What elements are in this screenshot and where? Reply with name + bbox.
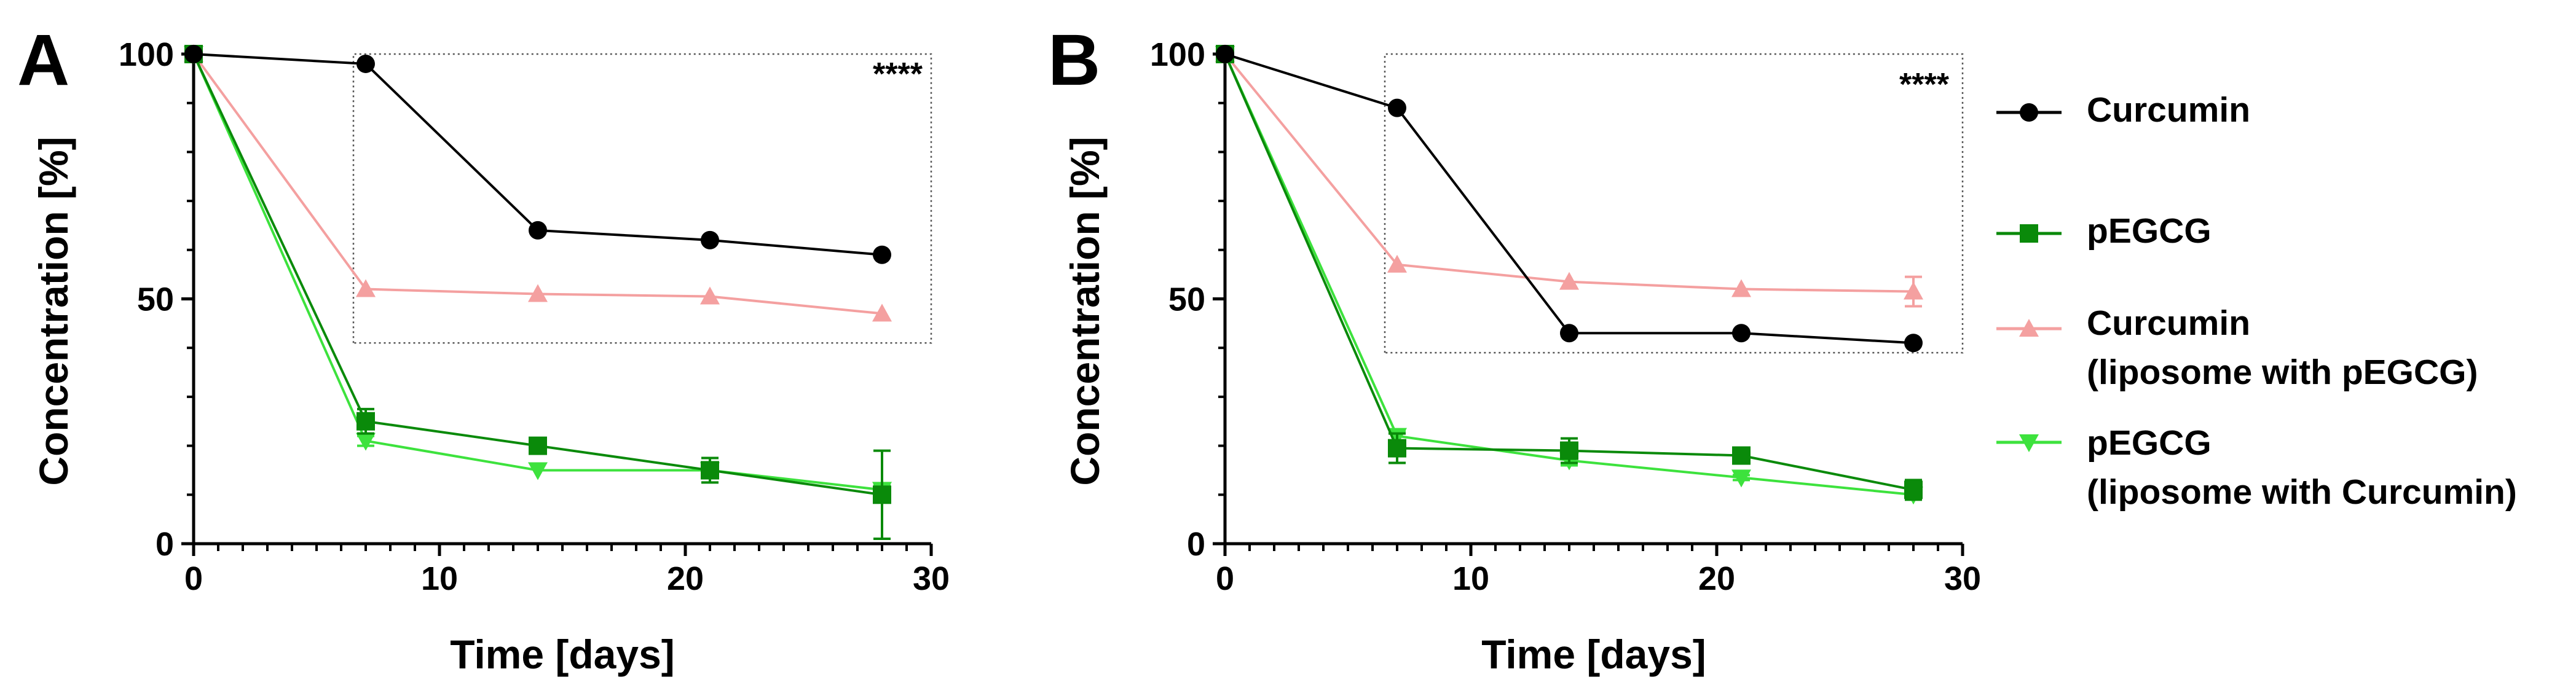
x-tick-label: 0 (184, 560, 203, 597)
y-axis-title: Concentration [%] (31, 136, 76, 485)
y-tick-label: 0 (156, 526, 174, 563)
data-point (528, 284, 548, 302)
y-tick-label: 50 (1168, 281, 1205, 318)
data-point (528, 462, 548, 480)
data-point (1560, 324, 1578, 343)
panel-a: A **** 0 50 100 0 10 20 30 Time [days] Concentrati… (17, 20, 950, 677)
significance-label: **** (1899, 67, 1950, 103)
significance-label: **** (873, 57, 923, 92)
data-point (872, 303, 892, 322)
y-tick-label: 50 (137, 281, 174, 318)
legend-label: Curcumin (2087, 90, 2250, 130)
y-axis-title: Concentration [%] (1062, 136, 1108, 485)
x-tick-label: 0 (1216, 560, 1234, 597)
data-point (356, 54, 375, 73)
x-tick-label: 20 (1698, 560, 1735, 597)
significance-bracket (1384, 53, 1964, 354)
x-tick-label: 10 (421, 560, 458, 597)
x-axis-title: Time [days] (450, 632, 675, 677)
legend-marker (2019, 434, 2039, 452)
panel-letter: B (1048, 20, 1100, 101)
data-point (1904, 334, 1923, 353)
panel-letter: A (17, 20, 69, 101)
legend-label: pEGCG (2087, 211, 2212, 251)
data-point (1388, 98, 1406, 117)
data-point (356, 433, 376, 451)
legend-entry: Curcumin (liposome with pEGCG) (1996, 303, 2478, 392)
series-pegcg-liposome-with-curcumin (184, 46, 892, 500)
series-curcumin-liposome-with-pegcg (1215, 44, 1923, 308)
x-tick-label: 30 (1944, 560, 1981, 597)
legend-label: Curcumin (2087, 303, 2250, 343)
data-point (1560, 441, 1578, 460)
legend-entry: pEGCG (1996, 211, 2212, 251)
significance-bracket (352, 53, 932, 344)
data-point (701, 461, 719, 480)
data-point (701, 230, 719, 249)
legend-marker (2020, 103, 2038, 122)
series-curcumin (1216, 45, 1923, 353)
data-point (529, 221, 547, 240)
data-point (700, 286, 720, 305)
legend-label: (liposome with pEGCG) (2087, 353, 2478, 392)
x-axis-title: Time [days] (1481, 632, 1706, 677)
y-tick-label: 0 (1187, 526, 1205, 563)
data-point (184, 45, 203, 63)
series-line (1224, 53, 1914, 345)
series-curcumin (184, 45, 891, 264)
legend: Curcumin pEGCG Curcumin (liposome with pEG… (1996, 90, 2517, 512)
legend-entry: pEGCG (liposome with Curcumin) (1996, 423, 2517, 512)
data-point (1904, 281, 1923, 300)
data-point (1732, 446, 1751, 465)
y-tick-label: 100 (119, 36, 174, 73)
series-pegcg (184, 45, 891, 541)
data-point (1904, 480, 1923, 499)
legend-label: (liposome with Curcumin) (2087, 472, 2517, 512)
x-tick-label: 20 (667, 560, 704, 597)
data-point (873, 485, 891, 504)
legend-entry: Curcumin (1996, 90, 2250, 130)
data-point (1387, 254, 1407, 273)
x-tick-label: 30 (913, 560, 950, 597)
data-point (873, 245, 891, 264)
legend-marker (2020, 224, 2038, 243)
data-point (1388, 439, 1406, 458)
data-point (1559, 272, 1579, 290)
series-line (1224, 53, 1914, 293)
data-point (1216, 45, 1234, 63)
legend-marker (2019, 319, 2039, 337)
data-point (1731, 279, 1751, 297)
data-point (1731, 469, 1751, 488)
legend-label: pEGCG (2087, 423, 2212, 463)
x-tick-label: 10 (1452, 560, 1489, 597)
data-point (1732, 324, 1751, 343)
panel-b: B **** 0 50 100 0 10 20 30 Time [days] Concentrati… (1048, 20, 1981, 677)
series-line (192, 53, 883, 496)
series-curcumin-liposome-with-pegcg (184, 44, 892, 322)
y-tick-label: 100 (1150, 36, 1205, 73)
data-point (529, 436, 547, 455)
data-point (356, 279, 376, 297)
data-point (356, 412, 375, 431)
